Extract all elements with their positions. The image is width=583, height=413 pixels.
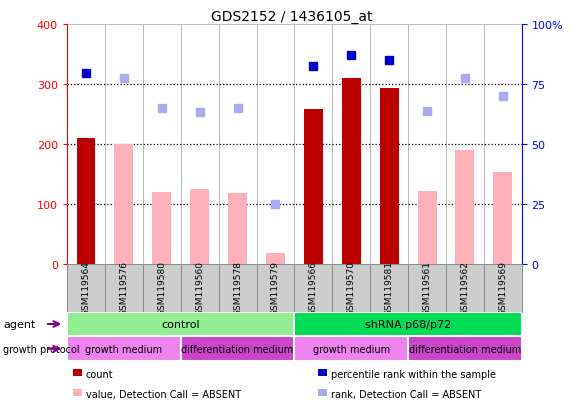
Bar: [219, 264, 257, 312]
Bar: [67, 312, 294, 337]
Bar: [332, 264, 370, 312]
Bar: [257, 264, 294, 312]
Bar: [493, 173, 512, 264]
Bar: [67, 264, 105, 312]
Text: GSM119578: GSM119578: [233, 261, 242, 316]
Bar: [105, 25, 143, 264]
Text: GSM119581: GSM119581: [385, 261, 394, 316]
Bar: [190, 190, 209, 264]
Text: agent: agent: [3, 319, 36, 329]
Text: GSM119561: GSM119561: [423, 261, 431, 316]
Bar: [417, 191, 437, 264]
Bar: [446, 264, 484, 312]
Bar: [332, 25, 370, 264]
Text: GSM119566: GSM119566: [309, 261, 318, 316]
Bar: [294, 25, 332, 264]
Bar: [484, 25, 522, 264]
Bar: [105, 264, 143, 312]
Text: GSM119562: GSM119562: [461, 261, 469, 316]
Text: shRNA p68/p72: shRNA p68/p72: [365, 319, 451, 329]
Bar: [294, 312, 522, 337]
Text: differentiation medium: differentiation medium: [181, 344, 294, 354]
Bar: [257, 25, 294, 264]
Text: rank, Detection Call = ABSENT: rank, Detection Call = ABSENT: [331, 389, 481, 399]
Bar: [294, 337, 408, 361]
Text: GSM119576: GSM119576: [120, 261, 128, 316]
Text: growth medium: growth medium: [312, 344, 390, 354]
Text: differentiation medium: differentiation medium: [409, 344, 521, 354]
Text: GDS2152 / 1436105_at: GDS2152 / 1436105_at: [210, 10, 373, 24]
Bar: [181, 25, 219, 264]
Bar: [266, 254, 285, 264]
Text: GSM119570: GSM119570: [347, 261, 356, 316]
Text: count: count: [86, 369, 113, 379]
Text: growth protocol: growth protocol: [3, 344, 79, 354]
Bar: [408, 25, 446, 264]
Bar: [152, 192, 171, 264]
Bar: [181, 337, 294, 361]
Bar: [181, 264, 219, 312]
Text: GSM119580: GSM119580: [157, 261, 166, 316]
Bar: [67, 25, 105, 264]
Text: value, Detection Call = ABSENT: value, Detection Call = ABSENT: [86, 389, 241, 399]
Text: control: control: [161, 319, 200, 329]
Bar: [294, 264, 332, 312]
Bar: [114, 145, 134, 264]
Bar: [408, 337, 522, 361]
Text: GSM119569: GSM119569: [498, 261, 507, 316]
Bar: [342, 79, 361, 264]
Text: GSM119560: GSM119560: [195, 261, 204, 316]
Bar: [380, 89, 399, 264]
Bar: [219, 25, 257, 264]
Bar: [370, 264, 408, 312]
Text: growth medium: growth medium: [85, 344, 163, 354]
Text: percentile rank within the sample: percentile rank within the sample: [331, 369, 496, 379]
Bar: [143, 264, 181, 312]
Bar: [408, 264, 446, 312]
Bar: [228, 194, 247, 264]
Bar: [76, 139, 96, 264]
Bar: [370, 25, 408, 264]
Bar: [484, 264, 522, 312]
Text: GSM119579: GSM119579: [271, 261, 280, 316]
Bar: [143, 25, 181, 264]
Text: GSM119564: GSM119564: [82, 261, 90, 316]
Bar: [304, 110, 323, 264]
Bar: [446, 25, 484, 264]
Bar: [67, 337, 181, 361]
Bar: [455, 151, 475, 264]
